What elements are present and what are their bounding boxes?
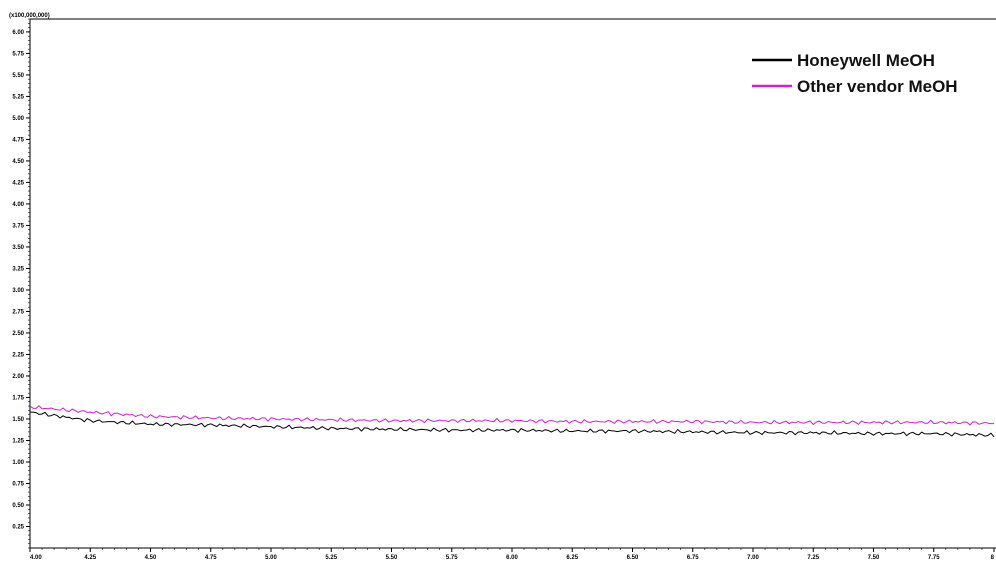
axes: (x100,000,000) (9, 13, 996, 549)
y-tick-label: 2.75 (12, 309, 24, 315)
y-tick-label: 2.25 (12, 352, 24, 358)
legend-item-honeywell: Honeywell MeOH (752, 51, 935, 70)
legend-item-other-vendor: Other vendor MeOH (752, 77, 958, 96)
x-tick-label: 4.00 (30, 555, 42, 561)
x-tick-label: 7.75 (928, 555, 940, 561)
ticks: 0.25 0.50 0.75 1.00 1.25 1.50 1.75 2.00 2.25 2.50… (12, 18, 995, 561)
x-tick-label: 4.25 (84, 555, 96, 561)
legend-label-other-vendor: Other vendor MeOH (797, 77, 958, 96)
y-tick-label: 6.00 (12, 30, 24, 36)
y-tick-label: 3.00 (12, 288, 24, 294)
y-tick-label: 0.75 (12, 481, 24, 487)
x-tick-label: 7.50 (868, 555, 880, 561)
x-tick-label: 5.00 (265, 555, 277, 561)
y-tick-label: 2.00 (12, 374, 24, 380)
x-tick-label: 4.75 (205, 555, 217, 561)
y-tick-label: 3.25 (12, 266, 24, 272)
x-tick-label: 5.75 (446, 555, 458, 561)
y-scale-label: (x100,000,000) (9, 13, 50, 19)
y-tick-label: 0.50 (12, 503, 24, 509)
x-tick-label: 5.50 (386, 555, 398, 561)
x-tick-label: 5.25 (325, 555, 337, 561)
y-tick-label: 4.00 (12, 202, 24, 208)
series-lines (29, 405, 995, 438)
x-tick-label: 4.50 (145, 555, 157, 561)
y-tick-label: 1.75 (12, 395, 24, 401)
y-tick-label: 1.25 (12, 438, 24, 444)
y-tick-label: 5.25 (12, 94, 24, 100)
x-tick-label: 6.25 (566, 555, 578, 561)
y-tick-label: 3.50 (12, 245, 24, 251)
y-tick-label: 4.75 (12, 137, 24, 143)
y-tick-label: 1.00 (12, 460, 24, 466)
y-tick-label: 4.50 (12, 159, 24, 165)
legend: Honeywell MeOH Other vendor MeOH (752, 51, 958, 96)
x-tick-label: 6.50 (627, 555, 639, 561)
series-line-honeywell (30, 411, 995, 438)
x-tick-label: 7.00 (747, 555, 759, 561)
y-tick-label: 4.25 (12, 180, 24, 186)
x-tick-label: 6.75 (687, 555, 699, 561)
x-tick-label: 6.00 (506, 555, 518, 561)
y-tick-label: 5.00 (12, 116, 24, 122)
x-tick-label: 8 (991, 555, 995, 561)
x-tick-label: 7.25 (807, 555, 819, 561)
y-tick-label: 0.25 (12, 524, 24, 530)
y-tick-label: 1.50 (12, 417, 24, 423)
y-tick-label: 5.75 (12, 51, 24, 57)
legend-label-honeywell: Honeywell MeOH (797, 51, 935, 70)
y-tick-label: 2.50 (12, 331, 24, 337)
series-line-other-vendor (29, 405, 994, 426)
y-tick-label: 3.75 (12, 223, 24, 229)
y-tick-label: 5.50 (12, 73, 24, 79)
